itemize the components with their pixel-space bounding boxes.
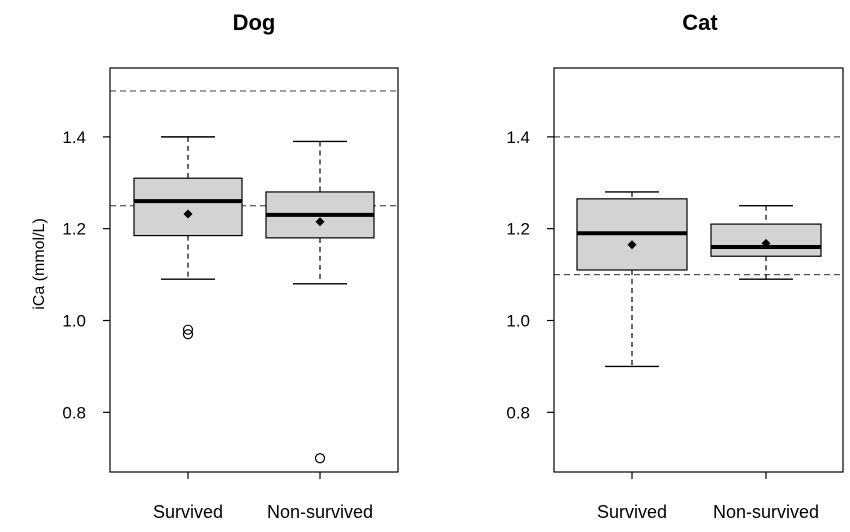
outlier-point <box>182 324 194 335</box>
box-non-survived <box>710 205 822 280</box>
panel-dog: Dog 0.8 1.0 1.2 1.4 Survived Non-survived iCa (… <box>31 10 399 522</box>
y-tick-label: 1.4 <box>506 128 530 147</box>
y-tick-label: 1.4 <box>62 128 86 147</box>
y-axis-label: iCa (mmol/L) <box>31 218 48 310</box>
mean-marker <box>627 240 637 250</box>
x-category-label: Non-survived <box>713 502 819 522</box>
chart-title: Cat <box>682 10 718 35</box>
plot-frame <box>109 67 399 473</box>
mean-marker <box>761 238 771 248</box>
y-tick-label: 1.0 <box>506 312 530 331</box>
y-tick-label: 0.8 <box>506 403 530 422</box>
y-tick-label: 0.8 <box>62 403 86 422</box>
box-non-survived <box>265 140 375 464</box>
y-tick-label: 1.0 <box>62 312 86 331</box>
y-tick-label: 1.2 <box>506 220 530 239</box>
y-tick-label: 1.2 <box>62 220 86 239</box>
box-survived <box>576 191 688 368</box>
outlier-point <box>182 329 194 340</box>
chart-title: Dog <box>233 10 276 35</box>
x-category-label: Survived <box>153 502 223 522</box>
iqr-box <box>133 177 243 237</box>
box-survived <box>133 136 243 340</box>
mean-marker <box>315 217 325 227</box>
plot-frame <box>553 67 844 473</box>
x-category-label: Non-survived <box>267 502 373 522</box>
x-category-label: Survived <box>597 502 667 522</box>
panel-cat: Cat 0.8 1.0 1.2 1.4 Survived Non-survived <box>506 10 844 522</box>
mean-marker <box>183 209 193 219</box>
outlier-point <box>314 453 326 464</box>
